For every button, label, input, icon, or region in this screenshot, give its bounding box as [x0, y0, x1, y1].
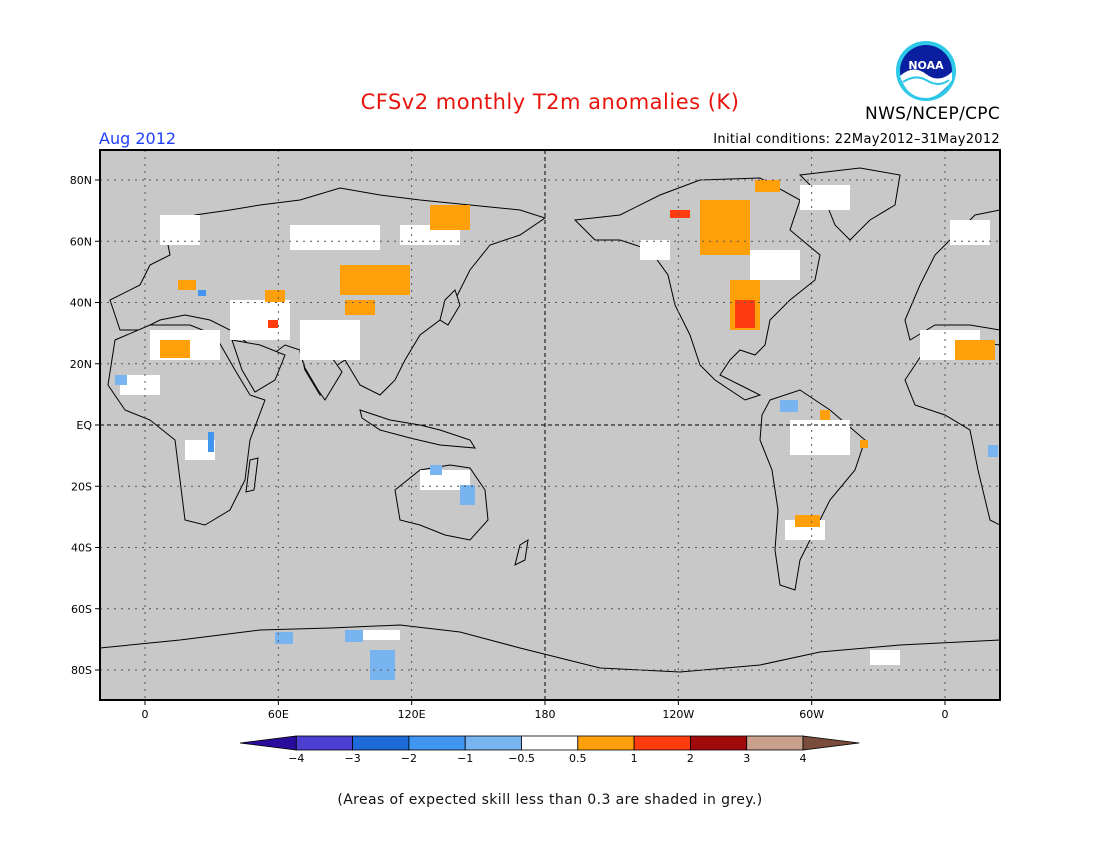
colorbar-segment: [746, 735, 804, 751]
chart-title: CFSv2 monthly T2m anomalies (K): [360, 90, 740, 114]
colorbar-label: −0.5: [508, 752, 535, 765]
lat-tick-label: 20S: [71, 480, 92, 493]
colorbar-left-arrow: [239, 735, 297, 751]
lat-tick-label: 40S: [71, 542, 92, 555]
colorbar-label: −1: [457, 752, 473, 765]
indonesia-islands: [359, 409, 476, 449]
lat-tick-label: EQ: [76, 419, 92, 432]
lon-tick-label: 120E: [398, 708, 426, 721]
colorbar-segment: [352, 735, 410, 751]
warm-anomaly-red: [268, 210, 755, 328]
new-zealand-landmass: [514, 539, 529, 566]
colorbar-label: −4: [288, 752, 304, 765]
lon-tick-label: 0: [142, 708, 149, 721]
longitude-axis: 0 60E 120E 180 120W 60W 0: [142, 700, 948, 721]
arabia-landmass: [231, 339, 286, 393]
agency-label: NWS/NCEP/CPC: [865, 104, 1000, 124]
lat-tick-label: 60N: [70, 235, 92, 248]
cool-anomaly-lightblue: [115, 375, 998, 680]
lon-tick-label: 120W: [662, 708, 694, 721]
lat-tick-label: 40N: [70, 297, 92, 310]
colorbar-label: 2: [687, 752, 694, 765]
lon-tick-label: 0: [941, 708, 948, 721]
colorbar-label: 3: [743, 752, 750, 765]
colorbar-right-arrow: [802, 735, 860, 751]
anomaly-shading: [115, 180, 998, 680]
lon-tick-label: 60E: [268, 708, 289, 721]
skill-footnote: (Areas of expected skill less than 0.3 a…: [337, 792, 763, 808]
colorbar-segment: [408, 735, 466, 751]
continents: [100, 167, 1000, 700]
colorbar: −4 −3 −2 −1 −0.5 0.5 1 2 3 4: [239, 735, 860, 765]
noaa-logo-icon: NOAA: [896, 41, 956, 101]
forecast-month: Aug 2012: [99, 129, 177, 148]
colorbar-segment: [295, 735, 353, 751]
latitude-axis: 80N 60N 40N 20N EQ 20S 40S 60S 80S: [70, 174, 100, 677]
cool-anomaly-blue: [198, 290, 214, 452]
lat-tick-label: 80S: [71, 664, 92, 677]
lon-tick-label: 180: [534, 708, 555, 721]
graticule: [100, 150, 1000, 700]
lon-tick-label: 60W: [799, 708, 824, 721]
madagascar-landmass: [245, 457, 259, 493]
colorbar-label: −2: [401, 752, 417, 765]
lat-tick-label: 80N: [70, 174, 92, 187]
colorbar-label: 4: [800, 752, 807, 765]
colorbar-label: −3: [344, 752, 360, 765]
noaa-logo-text: NOAA: [908, 59, 944, 72]
colorbar-segment: [521, 735, 579, 751]
colorbar-segment: [690, 735, 748, 751]
colorbar-label: 1: [631, 752, 638, 765]
initial-conditions: Initial conditions: 22May2012–31May2012: [713, 132, 1000, 147]
colorbar-segment: [577, 735, 635, 751]
lat-tick-label: 20N: [70, 358, 92, 371]
japan-islands: [439, 289, 461, 326]
colorbar-segment: [464, 735, 522, 751]
colorbar-segment: [633, 735, 691, 751]
lat-tick-label: 60S: [71, 603, 92, 616]
colorbar-label: 0.5: [569, 752, 587, 765]
